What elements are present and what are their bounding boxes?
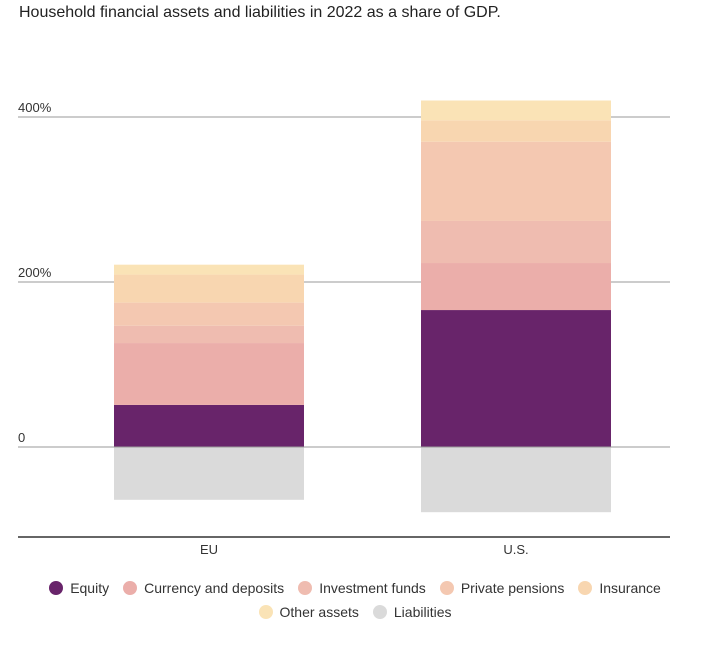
legend-label: Liabilities bbox=[393, 604, 452, 620]
bar-segment-other-assets bbox=[114, 264, 304, 275]
bar-segment-liabilities bbox=[421, 447, 611, 513]
chart-title: Household financial assets and liabiliti… bbox=[19, 4, 501, 21]
bar-segment-equity bbox=[421, 310, 611, 447]
bar-segment-insurance bbox=[421, 120, 611, 142]
legend-item: Other assets bbox=[258, 604, 359, 620]
legend-swatch bbox=[258, 605, 273, 619]
legend: Equity Currency and deposits Investment fu… bbox=[0, 576, 710, 624]
axis: EU U.S. bbox=[18, 536, 670, 557]
bar-segment-equity bbox=[114, 404, 304, 447]
x-tick-label: U.S. bbox=[503, 542, 528, 557]
legend-item: Equity bbox=[49, 580, 109, 596]
bar-segment-liabilities bbox=[114, 447, 304, 500]
legend-label: Insurance bbox=[599, 580, 661, 596]
y-tick-label: 0 bbox=[18, 430, 25, 445]
legend-swatch bbox=[123, 581, 138, 595]
legend-label: Equity bbox=[70, 580, 110, 596]
bar-segment-insurance bbox=[114, 274, 304, 303]
legend-row: Other assets Liabilities bbox=[0, 600, 710, 624]
legend-item: Investment funds bbox=[298, 580, 426, 596]
bar-segment-investment-funds bbox=[421, 220, 611, 264]
legend-swatch bbox=[298, 581, 313, 595]
chart-area: 400% 200% 0 EU U.S. bbox=[18, 100, 670, 557]
y-tick-label: 400% bbox=[18, 100, 52, 115]
bar-segment-currency-and-deposits bbox=[114, 343, 304, 405]
legend-swatch bbox=[439, 581, 454, 595]
legend-item: Liabilities bbox=[372, 604, 452, 620]
legend-item: Insurance bbox=[578, 580, 661, 596]
legend-label: Private pensions bbox=[460, 580, 565, 596]
legend-label: Investment funds bbox=[319, 580, 426, 596]
legend-swatch bbox=[49, 581, 64, 595]
x-tick-label: EU bbox=[200, 542, 218, 557]
bar-segment-other-assets bbox=[421, 100, 611, 121]
legend-swatch bbox=[372, 605, 387, 619]
y-tick-label: 200% bbox=[18, 265, 52, 280]
legend-item: Private pensions bbox=[439, 580, 565, 596]
bar-segment-private-pensions bbox=[421, 141, 611, 221]
legend-item: Currency and deposits bbox=[123, 580, 284, 596]
bars bbox=[18, 100, 670, 513]
bar-segment-investment-funds bbox=[114, 325, 304, 344]
legend-row: Equity Currency and deposits Investment fu… bbox=[0, 576, 710, 600]
legend-label: Currency and deposits bbox=[144, 580, 285, 596]
legend-swatch bbox=[578, 581, 593, 595]
bar-segment-currency-and-deposits bbox=[421, 263, 611, 311]
bar-segment-private-pensions bbox=[114, 302, 304, 326]
legend-label: Other assets bbox=[279, 604, 359, 620]
